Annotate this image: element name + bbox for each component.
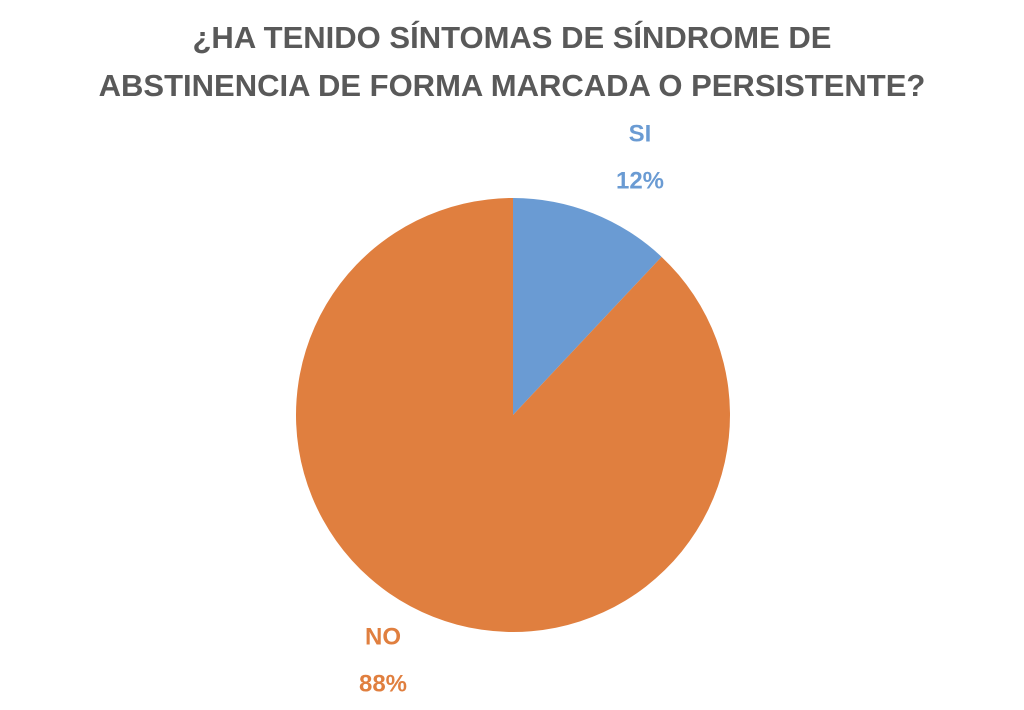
- chart-title: ¿HA TENIDO SÍNTOMAS DE SÍNDROME DE ABSTI…: [98, 20, 926, 103]
- slice-value-label: 12%: [616, 167, 664, 194]
- slice-category-label: SI: [629, 120, 652, 147]
- slice-category-label: NO: [365, 623, 401, 650]
- pie-slice: [295, 198, 730, 632]
- slice-value-label: 88%: [359, 670, 407, 697]
- pie-slice: [513, 198, 662, 415]
